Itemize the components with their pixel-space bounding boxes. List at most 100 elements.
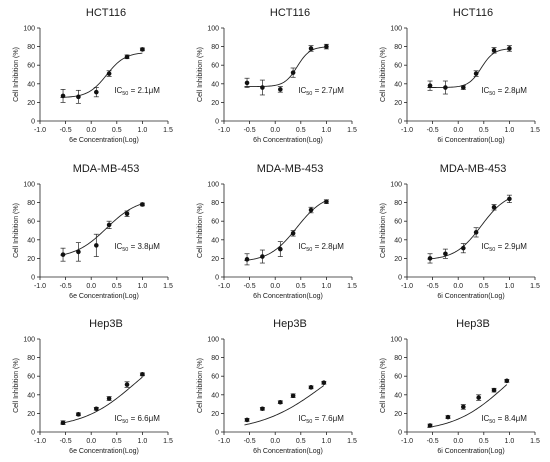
ic50-value: 3.8μM bbox=[137, 242, 160, 251]
ic50-joiner: = bbox=[312, 86, 321, 95]
panel-title: HCT116 bbox=[453, 7, 493, 19]
data-point bbox=[461, 85, 466, 90]
fit-curve bbox=[60, 376, 143, 424]
data-point bbox=[443, 85, 448, 90]
panel-title: Hep3B bbox=[456, 318, 490, 330]
y-tick-label: 80 bbox=[394, 355, 402, 362]
x-tick-label: -1.0 bbox=[218, 438, 230, 445]
ic50-annotation: IC50 = 2.8μM bbox=[298, 242, 344, 253]
data-point bbox=[324, 199, 329, 204]
ic50-annotation: IC50 = 2.7μM bbox=[298, 86, 344, 97]
y-tick-label: 40 bbox=[211, 392, 219, 399]
data-point bbox=[473, 230, 479, 235]
x-tick-label: -0.5 bbox=[60, 127, 72, 134]
data-point bbox=[260, 406, 265, 412]
ic50-value: 6.6μM bbox=[137, 414, 160, 423]
y-tick-label: 80 bbox=[211, 355, 219, 362]
y-tick-label: 80 bbox=[27, 200, 35, 207]
data-point bbox=[278, 87, 283, 92]
fit-curve bbox=[427, 48, 510, 88]
panel-1: HCT116 0 20 40 60 80 100 -1.0 -0.5 0.0 0.5 1.0 1.5 6e… bbox=[13, 7, 173, 144]
data-point bbox=[94, 406, 99, 412]
y-tick-label: 60 bbox=[394, 374, 402, 381]
y-tick-label: 20 bbox=[211, 256, 219, 263]
panel-title: Hep3B bbox=[273, 318, 307, 330]
y-tick-label: 100 bbox=[23, 337, 35, 344]
panel-title: Hep3B bbox=[89, 318, 123, 330]
y-tick-label: 80 bbox=[394, 200, 402, 207]
x-tick-label: 1.5 bbox=[163, 438, 173, 445]
data-point bbox=[244, 417, 250, 423]
data-point bbox=[60, 420, 66, 426]
ic50-value: 7.6μM bbox=[321, 414, 344, 423]
data-point bbox=[124, 54, 130, 60]
ic50-value: 2.8μM bbox=[321, 242, 344, 251]
y-tick-label: 60 bbox=[211, 63, 219, 70]
x-axis-label: 6e Concentration(Log) bbox=[69, 137, 139, 144]
fit-curve bbox=[244, 385, 325, 426]
x-tick-label: 1.0 bbox=[138, 438, 148, 445]
fit-curve bbox=[244, 200, 327, 261]
y-tick-label: 100 bbox=[390, 26, 402, 33]
fit-curve bbox=[427, 384, 508, 429]
y-axis-label: Cell Inhibition (%) bbox=[380, 358, 387, 413]
x-tick-label: 0.0 bbox=[86, 438, 96, 445]
ic50-annotation: IC50 = 2.1μM bbox=[114, 86, 160, 97]
ic50-prefix: IC bbox=[298, 242, 306, 251]
panel-2: HCT116 0 20 40 60 80 100 -1.0 -0.5 0.0 0.5 1.0 1.5 6h… bbox=[197, 7, 357, 144]
y-tick-label: 0 bbox=[31, 430, 35, 437]
y-axis-label: Cell Inhibition (%) bbox=[13, 203, 20, 258]
y-axis-label: Cell Inhibition (%) bbox=[197, 203, 204, 258]
y-tick-label: 80 bbox=[27, 355, 35, 362]
ic50-subscript: 50 bbox=[122, 91, 128, 97]
x-tick-label: -1.0 bbox=[401, 283, 413, 290]
ic50-value: 2.1μM bbox=[137, 86, 160, 95]
y-tick-label: 100 bbox=[390, 337, 402, 344]
x-tick-label: 1.0 bbox=[322, 438, 332, 445]
panel-title: MDA-MB-453 bbox=[257, 163, 324, 175]
y-tick-label: 100 bbox=[390, 182, 402, 189]
data-point bbox=[504, 378, 510, 384]
x-tick-label: -1.0 bbox=[34, 438, 46, 445]
panel-4: MDA-MB-453 0 20 40 60 80 100 -1.0 -0.5 0.0 0.5 1.0 1… bbox=[13, 163, 173, 300]
panel-title: HCT116 bbox=[270, 7, 310, 19]
data-point bbox=[491, 48, 497, 53]
panel-6: MDA-MB-453 0 20 40 60 80 100 -1.0 -0.5 0.0 0.5 1.0 1… bbox=[380, 163, 540, 300]
x-axis-label: 6e Concentration(Log) bbox=[69, 293, 139, 300]
y-tick-label: 0 bbox=[398, 119, 402, 126]
ic50-joiner: = bbox=[495, 242, 504, 251]
x-tick-label: 1.5 bbox=[347, 127, 357, 134]
y-tick-label: 60 bbox=[27, 374, 35, 381]
y-tick-label: 0 bbox=[31, 275, 35, 282]
data-point bbox=[106, 396, 112, 401]
data-point bbox=[106, 71, 112, 76]
data-point bbox=[260, 254, 265, 259]
ic50-value: 2.9μM bbox=[504, 242, 527, 251]
x-tick-label: -1.0 bbox=[34, 127, 46, 134]
y-tick-label: 40 bbox=[27, 392, 35, 399]
data-point bbox=[290, 393, 296, 399]
y-tick-label: 40 bbox=[211, 237, 219, 244]
ic50-annotation: IC50 = 7.6μM bbox=[298, 414, 344, 425]
y-tick-label: 80 bbox=[211, 200, 219, 207]
data-point bbox=[445, 414, 451, 420]
x-tick-label: -1.0 bbox=[218, 283, 230, 290]
y-tick-label: 60 bbox=[27, 63, 35, 70]
panel-title: HCT116 bbox=[86, 7, 126, 19]
ic50-prefix: IC bbox=[114, 242, 122, 251]
y-tick-label: 80 bbox=[27, 44, 35, 51]
data-point bbox=[76, 94, 81, 100]
x-tick-label: 1.0 bbox=[138, 127, 148, 134]
x-tick-label: 1.5 bbox=[530, 438, 540, 445]
data-point bbox=[324, 44, 329, 49]
ic50-prefix: IC bbox=[481, 414, 489, 423]
y-tick-label: 60 bbox=[211, 219, 219, 226]
ic50-subscript: 50 bbox=[306, 419, 312, 425]
data-point bbox=[491, 387, 497, 393]
ic50-value: 8.4μM bbox=[504, 414, 527, 423]
y-axis-label: Cell Inhibition (%) bbox=[197, 358, 204, 413]
y-tick-label: 0 bbox=[31, 119, 35, 126]
y-tick-label: 40 bbox=[394, 392, 402, 399]
x-tick-label: 0.0 bbox=[270, 283, 280, 290]
